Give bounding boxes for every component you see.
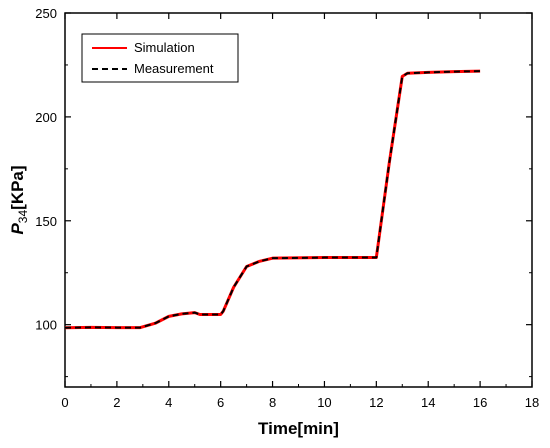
x-tick-label: 2 [113,395,120,410]
x-tick-label: 6 [217,395,224,410]
x-tick-label: 8 [269,395,276,410]
y-tick-label: 100 [35,318,57,333]
y-tick-label: 150 [35,214,57,229]
y-tick-label: 250 [35,6,57,21]
legend-box [81,33,239,83]
legend-simulation-label: Simulation [134,40,195,55]
y-axis-title-symbol: P [8,223,27,235]
x-tick-label: 0 [61,395,68,410]
axis-ticks: 0 2 4 6 8 10 12 14 16 18 100 150 200 250 [35,6,539,410]
x-tick-label: 18 [525,395,539,410]
legend-measurement-label: Measurement [134,61,214,76]
y-tick-label: 200 [35,110,57,125]
x-tick-label: 12 [369,395,383,410]
series-measurement-line [64,70,481,329]
x-tick-label: 14 [421,395,435,410]
x-tick-label: 16 [473,395,487,410]
legend: Simulation Measurement [81,33,239,83]
y-axis-title-subscript: 34 [16,210,30,224]
y-axis-title-unit: [KPa] [8,165,27,209]
x-tick-label: 4 [165,395,172,410]
x-tick-label: 10 [317,395,331,410]
series-simulation-line [64,69,481,330]
y-axis-title: P34[KPa] [8,165,30,234]
x-axis-title: Time[min] [258,419,339,438]
series-layer [64,69,481,330]
